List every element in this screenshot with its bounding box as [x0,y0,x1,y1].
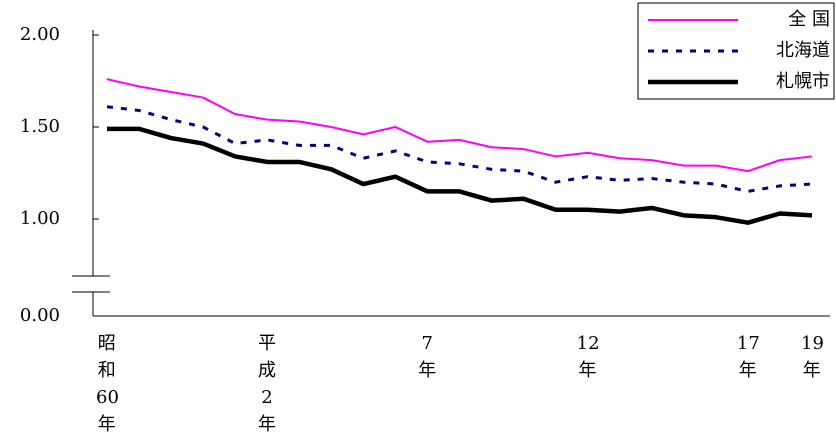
series-line [107,126,813,225]
y-tick-label: 1.00 [20,208,60,229]
legend-label: 北海道 [776,40,830,61]
series-line [106,78,813,173]
series-line [106,105,813,193]
legend-label: 全 国 [788,9,830,30]
x-tick-label: 19年 [801,333,824,381]
x-tick-label: 昭和60年 [96,333,119,435]
x-tick-label: 12年 [576,333,600,381]
x-tick-label: 17年 [736,333,760,381]
legend-label: 札幌市 [776,71,830,92]
x-tick-label: 7年 [418,333,437,381]
y-tick-label: 2.00 [20,24,60,45]
x-tick-label: 平成2年 [258,333,277,435]
y-tick-label: 1.50 [20,116,60,137]
y-tick-label: 0.00 [20,305,60,326]
